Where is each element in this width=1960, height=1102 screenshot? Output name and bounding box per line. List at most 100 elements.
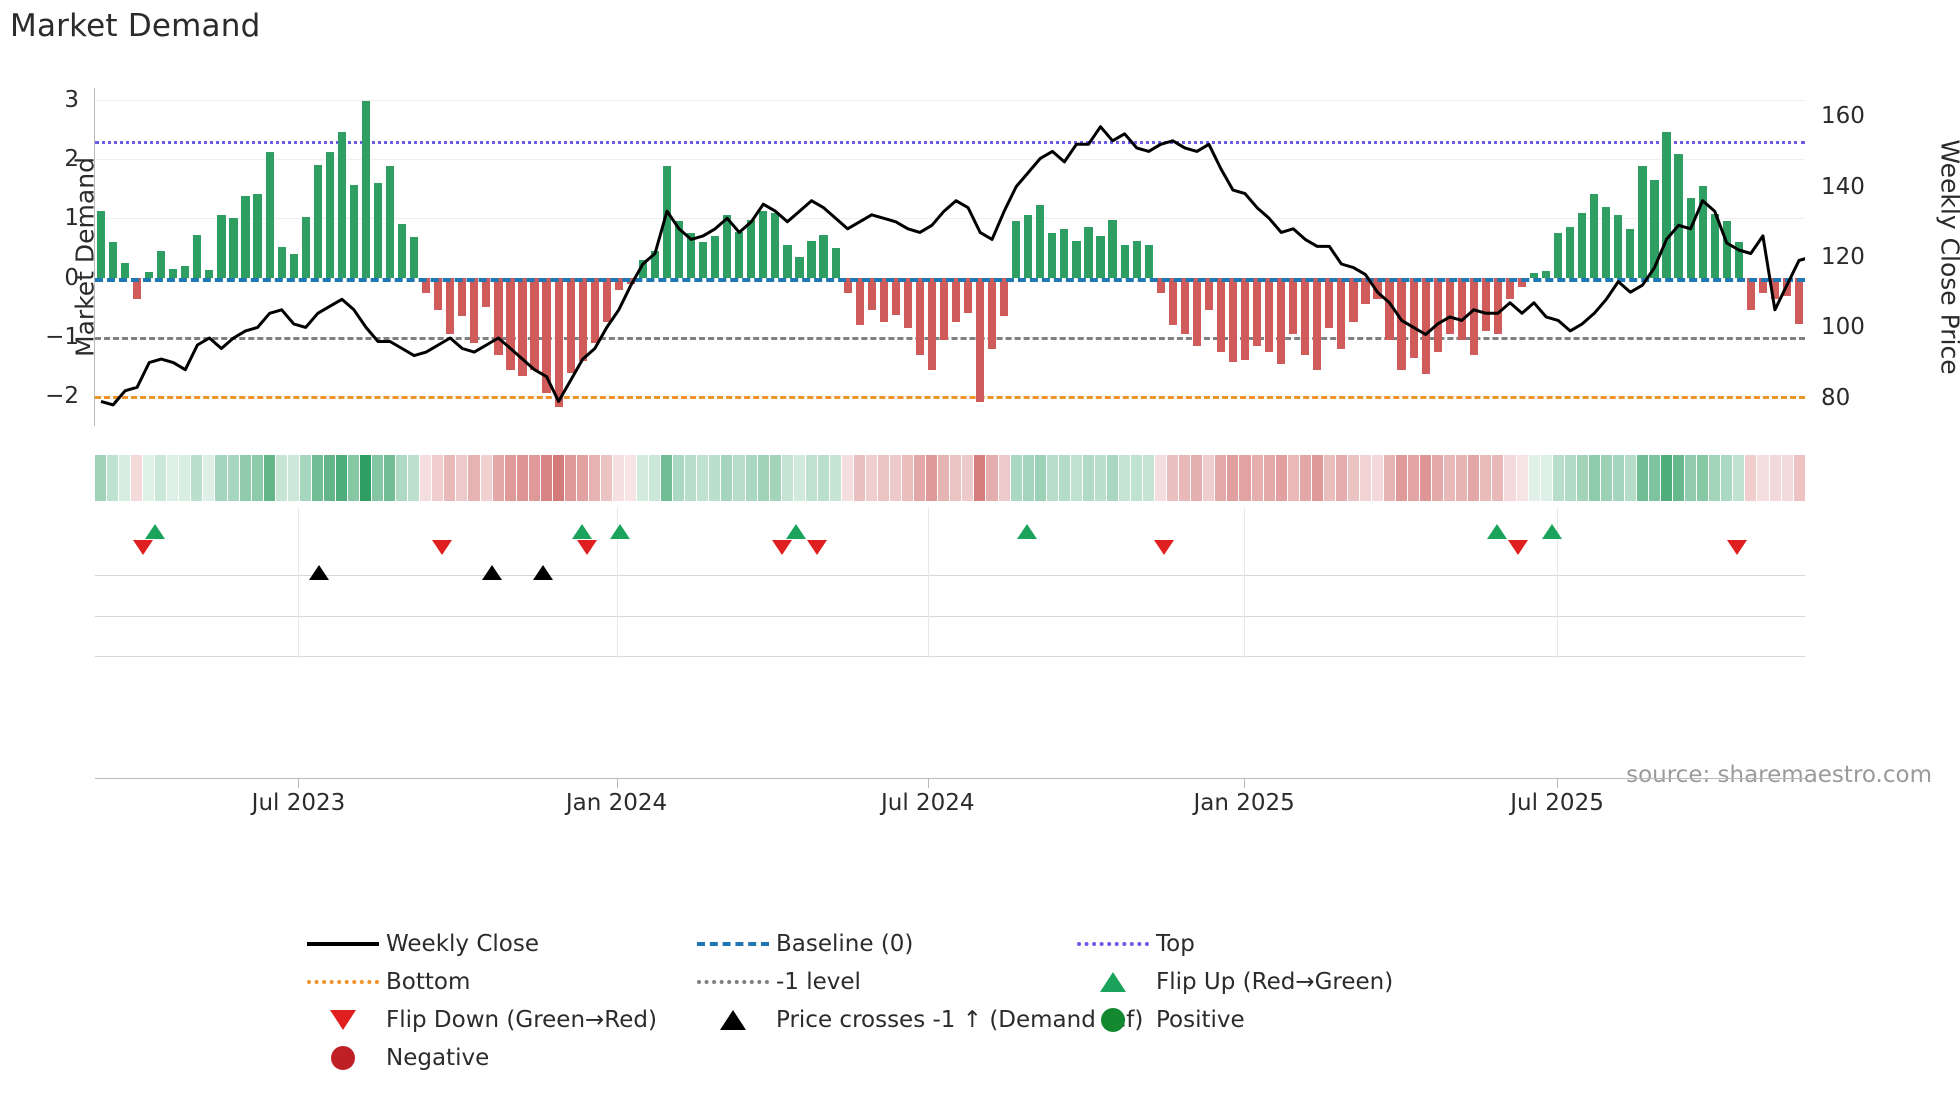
strip-cell	[155, 455, 167, 501]
demand-bar	[1650, 179, 1659, 278]
strip-cell	[1721, 455, 1733, 501]
line-dotted-gray-icon	[697, 980, 769, 984]
strip-cell	[781, 455, 793, 501]
strip-cell	[1697, 455, 1709, 501]
demand-bar	[446, 277, 455, 335]
reference-line-bottom	[95, 396, 1805, 400]
demand-bar	[807, 240, 816, 278]
strip-cell	[757, 455, 769, 501]
flip-down-marker-icon	[772, 540, 793, 555]
demand-bar	[699, 242, 708, 278]
strip-cell	[480, 455, 492, 501]
legend-item[interactable]: Flip Up (Red→Green)	[1070, 963, 1490, 1001]
demand-bar	[662, 166, 672, 278]
legend-item[interactable]: Positive	[1070, 1001, 1490, 1039]
demand-bar	[1325, 277, 1334, 329]
strip-cell	[866, 455, 878, 501]
y-axis-tick-left: −2	[45, 383, 79, 410]
strip-cell	[1528, 455, 1540, 501]
demand-bar	[1734, 242, 1743, 278]
strip-cell	[962, 455, 974, 501]
flip-up-marker-icon	[786, 524, 807, 539]
price-cross-marker-icon	[309, 565, 329, 580]
strip-cell	[1143, 455, 1155, 501]
demand-bar	[1397, 277, 1406, 370]
demand-bar	[1180, 277, 1189, 335]
y-axis-tick-right: 160	[1821, 103, 1865, 130]
strip-cell	[396, 455, 408, 501]
strip-cell	[926, 455, 938, 501]
strip-cell	[323, 455, 335, 501]
demand-bar	[1048, 233, 1057, 278]
price-cross-marker-icon	[481, 565, 502, 580]
legend-item[interactable]: Bottom	[300, 963, 690, 1001]
legend-row: Negative	[300, 1039, 1660, 1077]
strip-cell	[673, 455, 685, 501]
strip-cell	[733, 455, 745, 501]
demand-bar	[530, 277, 539, 370]
demand-bar	[867, 277, 876, 311]
demand-bar	[1228, 277, 1238, 362]
demand-bar	[1301, 277, 1310, 355]
x-axis-tick-mark	[927, 778, 929, 788]
strip-cell	[1082, 455, 1094, 501]
dot-green-icon	[1101, 1008, 1125, 1032]
legend-key-triangle-up-black	[690, 1010, 776, 1030]
strip-cell	[179, 455, 191, 501]
weekly-close-line	[100, 125, 1805, 407]
legend-item[interactable]: Price crosses -1 ↑ (Demand ref)	[690, 1001, 1143, 1039]
legend-label: Positive	[1156, 1007, 1245, 1033]
demand-bar	[614, 277, 623, 290]
demand-bar	[963, 277, 973, 314]
demand-bar	[1096, 236, 1105, 278]
strip-cell	[456, 455, 468, 501]
strip-cell	[420, 455, 432, 501]
strip-cell	[1239, 455, 1251, 501]
strip-cell	[1757, 455, 1769, 501]
strip-cell	[914, 455, 926, 501]
demand-bar	[1349, 277, 1358, 323]
legend-item[interactable]: Weekly Close	[300, 925, 690, 963]
strip-cell	[384, 455, 396, 501]
demand-bar	[1168, 277, 1177, 326]
signal-markers-panel	[95, 508, 1805, 658]
strip-cell	[902, 455, 914, 501]
strip-cell	[299, 455, 311, 501]
legend-key-line-solid-black	[300, 942, 386, 946]
legend-item[interactable]: Negative	[300, 1039, 690, 1077]
demand-bar	[1794, 277, 1804, 324]
marker-vertical-gridline	[616, 508, 618, 658]
demand-bar	[759, 211, 768, 278]
page-title: Market Demand	[10, 8, 261, 44]
demand-bar	[1590, 193, 1599, 278]
strip-cell	[1504, 455, 1516, 501]
demand-bar	[1578, 212, 1587, 278]
line-dotted-orange-icon	[307, 980, 379, 984]
legend-row: Flip Down (Green→Red) Price crosses -1 ↑ …	[300, 1001, 1660, 1039]
strip-cell	[1456, 455, 1468, 501]
strip-cell	[1661, 455, 1673, 501]
demand-bar	[1337, 277, 1346, 349]
legend-item[interactable]: Baseline (0)	[690, 925, 1070, 963]
flip-down-marker-icon	[132, 540, 153, 555]
strip-cell	[1540, 455, 1552, 501]
strip-cell	[131, 455, 143, 501]
demand-bar	[723, 215, 732, 278]
strip-cell	[1685, 455, 1697, 501]
demand-bar	[1541, 270, 1551, 278]
strip-cell	[167, 455, 179, 501]
demand-bar	[1674, 154, 1683, 278]
demand-bar	[108, 242, 118, 278]
demand-bar	[1457, 277, 1466, 340]
demand-bar	[1421, 277, 1430, 374]
legend-item[interactable]: -1 level	[690, 963, 1070, 1001]
legend-item[interactable]: Top	[1070, 925, 1490, 963]
demand-bar	[1084, 227, 1093, 278]
flip-up-marker-icon	[572, 524, 593, 539]
strip-cell	[1227, 455, 1239, 501]
source-label: source: sharemaestro.com	[1626, 762, 1932, 788]
demand-bar	[1132, 240, 1141, 278]
strip-cell	[1745, 455, 1757, 501]
demand-bar	[1072, 240, 1081, 278]
legend-item[interactable]: Flip Down (Green→Red)	[300, 1001, 690, 1039]
